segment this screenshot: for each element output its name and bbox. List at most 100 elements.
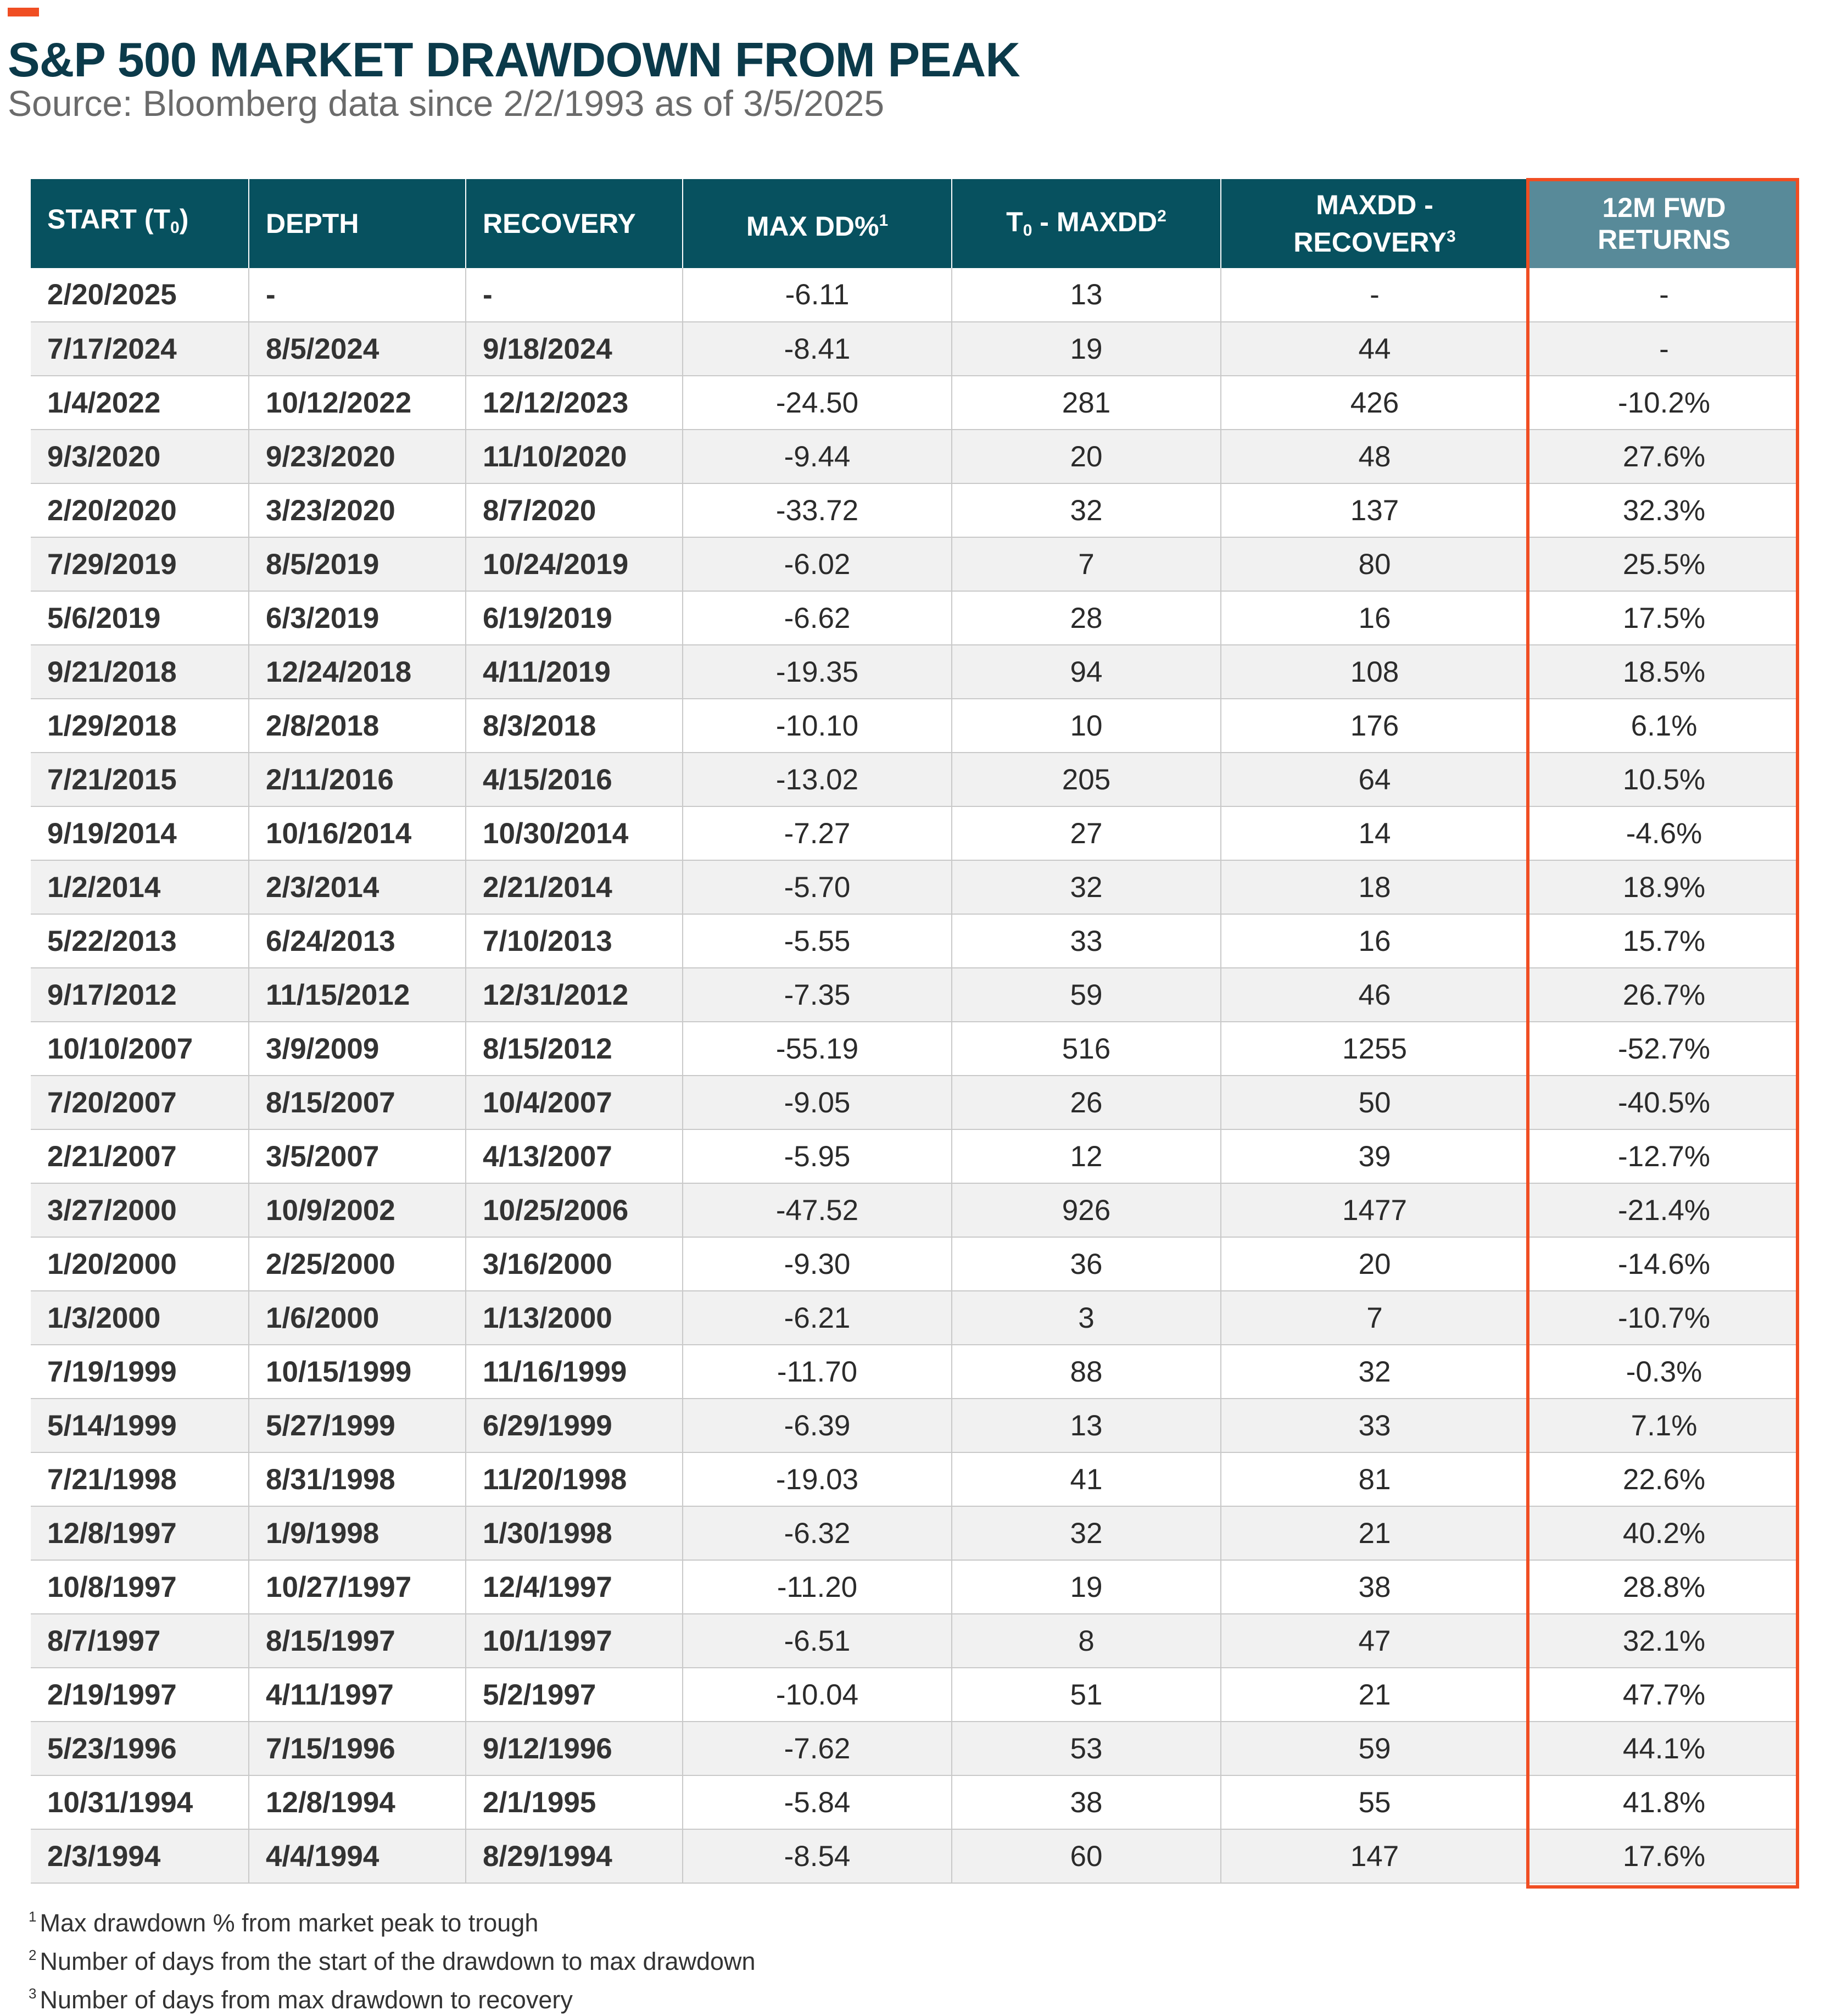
max-dd-cell: -9.30 (683, 1237, 952, 1291)
col-header-start-label: START (T (47, 204, 171, 235)
table-row: 10/8/1997 10/27/1997 12/4/1997 -11.20 19 38 28… (31, 1560, 1799, 1614)
max-dd-cell: -7.35 (683, 968, 952, 1022)
t0-maxdd-cell: 205 (952, 753, 1221, 807)
col-header-t0-maxdd-sub: 0 (1023, 221, 1032, 240)
maxdd-recovery-cell: 64 (1221, 753, 1529, 807)
recovery-cell: 10/1/1997 (466, 1614, 683, 1668)
table-row: 9/19/2014 10/16/2014 10/30/2014 -7.27 27 14 -4… (31, 806, 1799, 861)
start-cell: 7/21/2015 (31, 753, 249, 807)
table-header-row: START (T0) DEPTH RECOVERY MAX DD%1 T0 - … (31, 179, 1799, 268)
depth-cell: - (249, 268, 466, 322)
max-dd-cell: -47.52 (683, 1183, 952, 1238)
t0-maxdd-cell: 7 (952, 537, 1221, 592)
fwd-returns-cell: 22.6% (1528, 1452, 1799, 1507)
depth-cell: 2/25/2000 (249, 1237, 466, 1291)
depth-cell: 3/9/2009 (249, 1022, 466, 1076)
max-dd-cell: -11.20 (683, 1560, 952, 1614)
table-row: 7/21/2015 2/11/2016 4/15/2016 -13.02 205 64 10… (31, 753, 1799, 807)
depth-cell: 8/15/1997 (249, 1614, 466, 1668)
fwd-returns-cell: 6.1% (1528, 699, 1799, 753)
recovery-cell: 2/21/2014 (466, 860, 683, 915)
start-cell: 9/3/2020 (31, 430, 249, 484)
footnote-2-text: Number of days from the start of the dra… (40, 1947, 756, 1975)
t0-maxdd-cell: 20 (952, 430, 1221, 484)
maxdd-recovery-cell: 32 (1221, 1345, 1529, 1399)
max-dd-cell: -6.11 (683, 268, 952, 322)
start-cell: 10/31/1994 (31, 1775, 249, 1830)
start-cell: 9/17/2012 (31, 968, 249, 1022)
col-header-max-dd: MAX DD%1 (683, 179, 952, 268)
start-cell: 5/22/2013 (31, 914, 249, 968)
depth-cell: 1/6/2000 (249, 1291, 466, 1345)
footnotes: 1 Max drawdown % from market peak to trou… (29, 1901, 756, 2016)
max-dd-cell: -6.21 (683, 1291, 952, 1345)
max-dd-cell: -6.02 (683, 537, 952, 592)
t0-maxdd-cell: 926 (952, 1183, 1221, 1238)
recovery-cell: 8/3/2018 (466, 699, 683, 753)
col-header-recovery: RECOVERY (466, 179, 683, 268)
table-row: 2/20/2020 3/23/2020 8/7/2020 -33.72 32 137 32.… (31, 483, 1799, 538)
fwd-returns-cell: - (1528, 268, 1799, 322)
col-header-fwd-returns-line1: 12M FWD (1602, 192, 1726, 223)
depth-cell: 10/15/1999 (249, 1345, 466, 1399)
footnote-2-mark: 2 (29, 1947, 37, 1963)
maxdd-recovery-cell: 80 (1221, 537, 1529, 592)
recovery-cell: 10/25/2006 (466, 1183, 683, 1238)
max-dd-cell: -8.41 (683, 322, 952, 376)
recovery-cell: 5/2/1997 (466, 1668, 683, 1722)
max-dd-cell: -11.70 (683, 1345, 952, 1399)
table-row: 2/20/2025- - -6.11 13- - (31, 268, 1799, 322)
start-cell: 2/21/2007 (31, 1129, 249, 1184)
col-header-start-close: ) (179, 204, 189, 235)
fwd-returns-cell: -0.3% (1528, 1345, 1799, 1399)
start-cell: 7/17/2024 (31, 322, 249, 376)
depth-cell: 11/15/2012 (249, 968, 466, 1022)
recovery-cell: 4/11/2019 (466, 645, 683, 699)
fwd-returns-cell: -52.7% (1528, 1022, 1799, 1076)
table-row: 7/17/2024 8/5/2024 9/18/2024 -8.41 19 44- (31, 322, 1799, 376)
recovery-cell: 8/7/2020 (466, 483, 683, 538)
col-header-maxdd-recovery-sup: 3 (1447, 227, 1456, 246)
start-cell: 7/19/1999 (31, 1345, 249, 1399)
recovery-cell: 2/1/1995 (466, 1775, 683, 1830)
t0-maxdd-cell: 32 (952, 1506, 1221, 1561)
recovery-cell: 7/10/2013 (466, 914, 683, 968)
table-row: 1/2/2014 2/3/2014 2/21/2014 -5.70 32 18 18.9% (31, 860, 1799, 915)
recovery-cell: 8/29/1994 (466, 1829, 683, 1884)
recovery-cell: 11/10/2020 (466, 430, 683, 484)
max-dd-cell: -19.35 (683, 645, 952, 699)
fwd-returns-cell: 41.8% (1528, 1775, 1799, 1830)
table-row: 9/3/2020 9/23/2020 11/10/2020 -9.44 20 48 27.6… (31, 430, 1799, 484)
table-row: 7/20/2007 8/15/2007 10/4/2007 -9.05 26 50 -40.… (31, 1076, 1799, 1130)
fwd-returns-cell: 47.7% (1528, 1668, 1799, 1722)
drawdown-table: START (T0) DEPTH RECOVERY MAX DD%1 T0 - … (31, 179, 1799, 1884)
recovery-cell: 8/15/2012 (466, 1022, 683, 1076)
depth-cell: 1/9/1998 (249, 1506, 466, 1561)
t0-maxdd-cell: 59 (952, 968, 1221, 1022)
fwd-returns-cell: 32.3% (1528, 483, 1799, 538)
col-header-recovery-label: RECOVERY (483, 208, 636, 239)
start-cell: 1/4/2022 (31, 376, 249, 430)
start-cell: 12/8/1997 (31, 1506, 249, 1561)
table-row: 7/19/1999 10/15/1999 11/16/1999 -11.70 88 32-… (31, 1345, 1799, 1399)
t0-maxdd-cell: 19 (952, 1560, 1221, 1614)
depth-cell: 2/3/2014 (249, 860, 466, 915)
footnote-3: 3 Number of days from max drawdown to rec… (29, 1978, 756, 2016)
start-cell: 1/2/2014 (31, 860, 249, 915)
maxdd-recovery-cell: 147 (1221, 1829, 1529, 1884)
col-header-max-dd-label: MAX DD% (746, 211, 879, 242)
depth-cell: 6/24/2013 (249, 914, 466, 968)
fwd-returns-cell: -14.6% (1528, 1237, 1799, 1291)
fwd-returns-cell: 7.1% (1528, 1399, 1799, 1453)
fwd-returns-cell: 44.1% (1528, 1722, 1799, 1776)
maxdd-recovery-cell: 44 (1221, 322, 1529, 376)
t0-maxdd-cell: 26 (952, 1076, 1221, 1130)
recovery-cell: 3/16/2000 (466, 1237, 683, 1291)
max-dd-cell: -6.39 (683, 1399, 952, 1453)
fwd-returns-cell: -10.7% (1528, 1291, 1799, 1345)
table-row: 9/21/2018 12/24/2018 4/11/2019 -19.35 94 108 1… (31, 645, 1799, 699)
t0-maxdd-cell: 51 (952, 1668, 1221, 1722)
max-dd-cell: -5.70 (683, 860, 952, 915)
recovery-cell: 6/19/2019 (466, 591, 683, 645)
fwd-returns-cell: -40.5% (1528, 1076, 1799, 1130)
